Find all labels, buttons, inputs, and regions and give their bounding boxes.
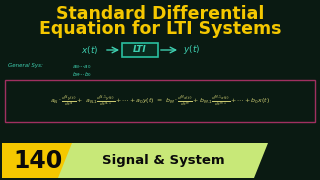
Text: $y(t)$: $y(t)$ — [183, 44, 201, 57]
Text: $b_M \cdots b_0$: $b_M \cdots b_0$ — [72, 70, 92, 79]
Polygon shape — [2, 143, 82, 178]
Text: Signal & System: Signal & System — [102, 154, 224, 167]
Polygon shape — [58, 143, 268, 178]
FancyBboxPatch shape — [122, 43, 158, 57]
Text: Standard Differential: Standard Differential — [56, 5, 264, 23]
Text: LTI: LTI — [133, 46, 147, 55]
Text: 140: 140 — [13, 148, 63, 172]
Text: General Sys:: General Sys: — [8, 63, 43, 68]
FancyBboxPatch shape — [5, 80, 315, 122]
Text: $a_N\cdot\frac{d^N y(t)}{dt^N}+\ a_{N\text{-}1}\frac{d^{N\text{-}1}y(t)}{dt^{N\t: $a_N\cdot\frac{d^N y(t)}{dt^N}+\ a_{N\te… — [50, 93, 270, 109]
Text: $a_N \cdots a_0$: $a_N \cdots a_0$ — [72, 63, 92, 71]
Text: Equation for LTI Systems: Equation for LTI Systems — [39, 20, 281, 38]
Text: $x(t)$: $x(t)$ — [81, 44, 99, 56]
